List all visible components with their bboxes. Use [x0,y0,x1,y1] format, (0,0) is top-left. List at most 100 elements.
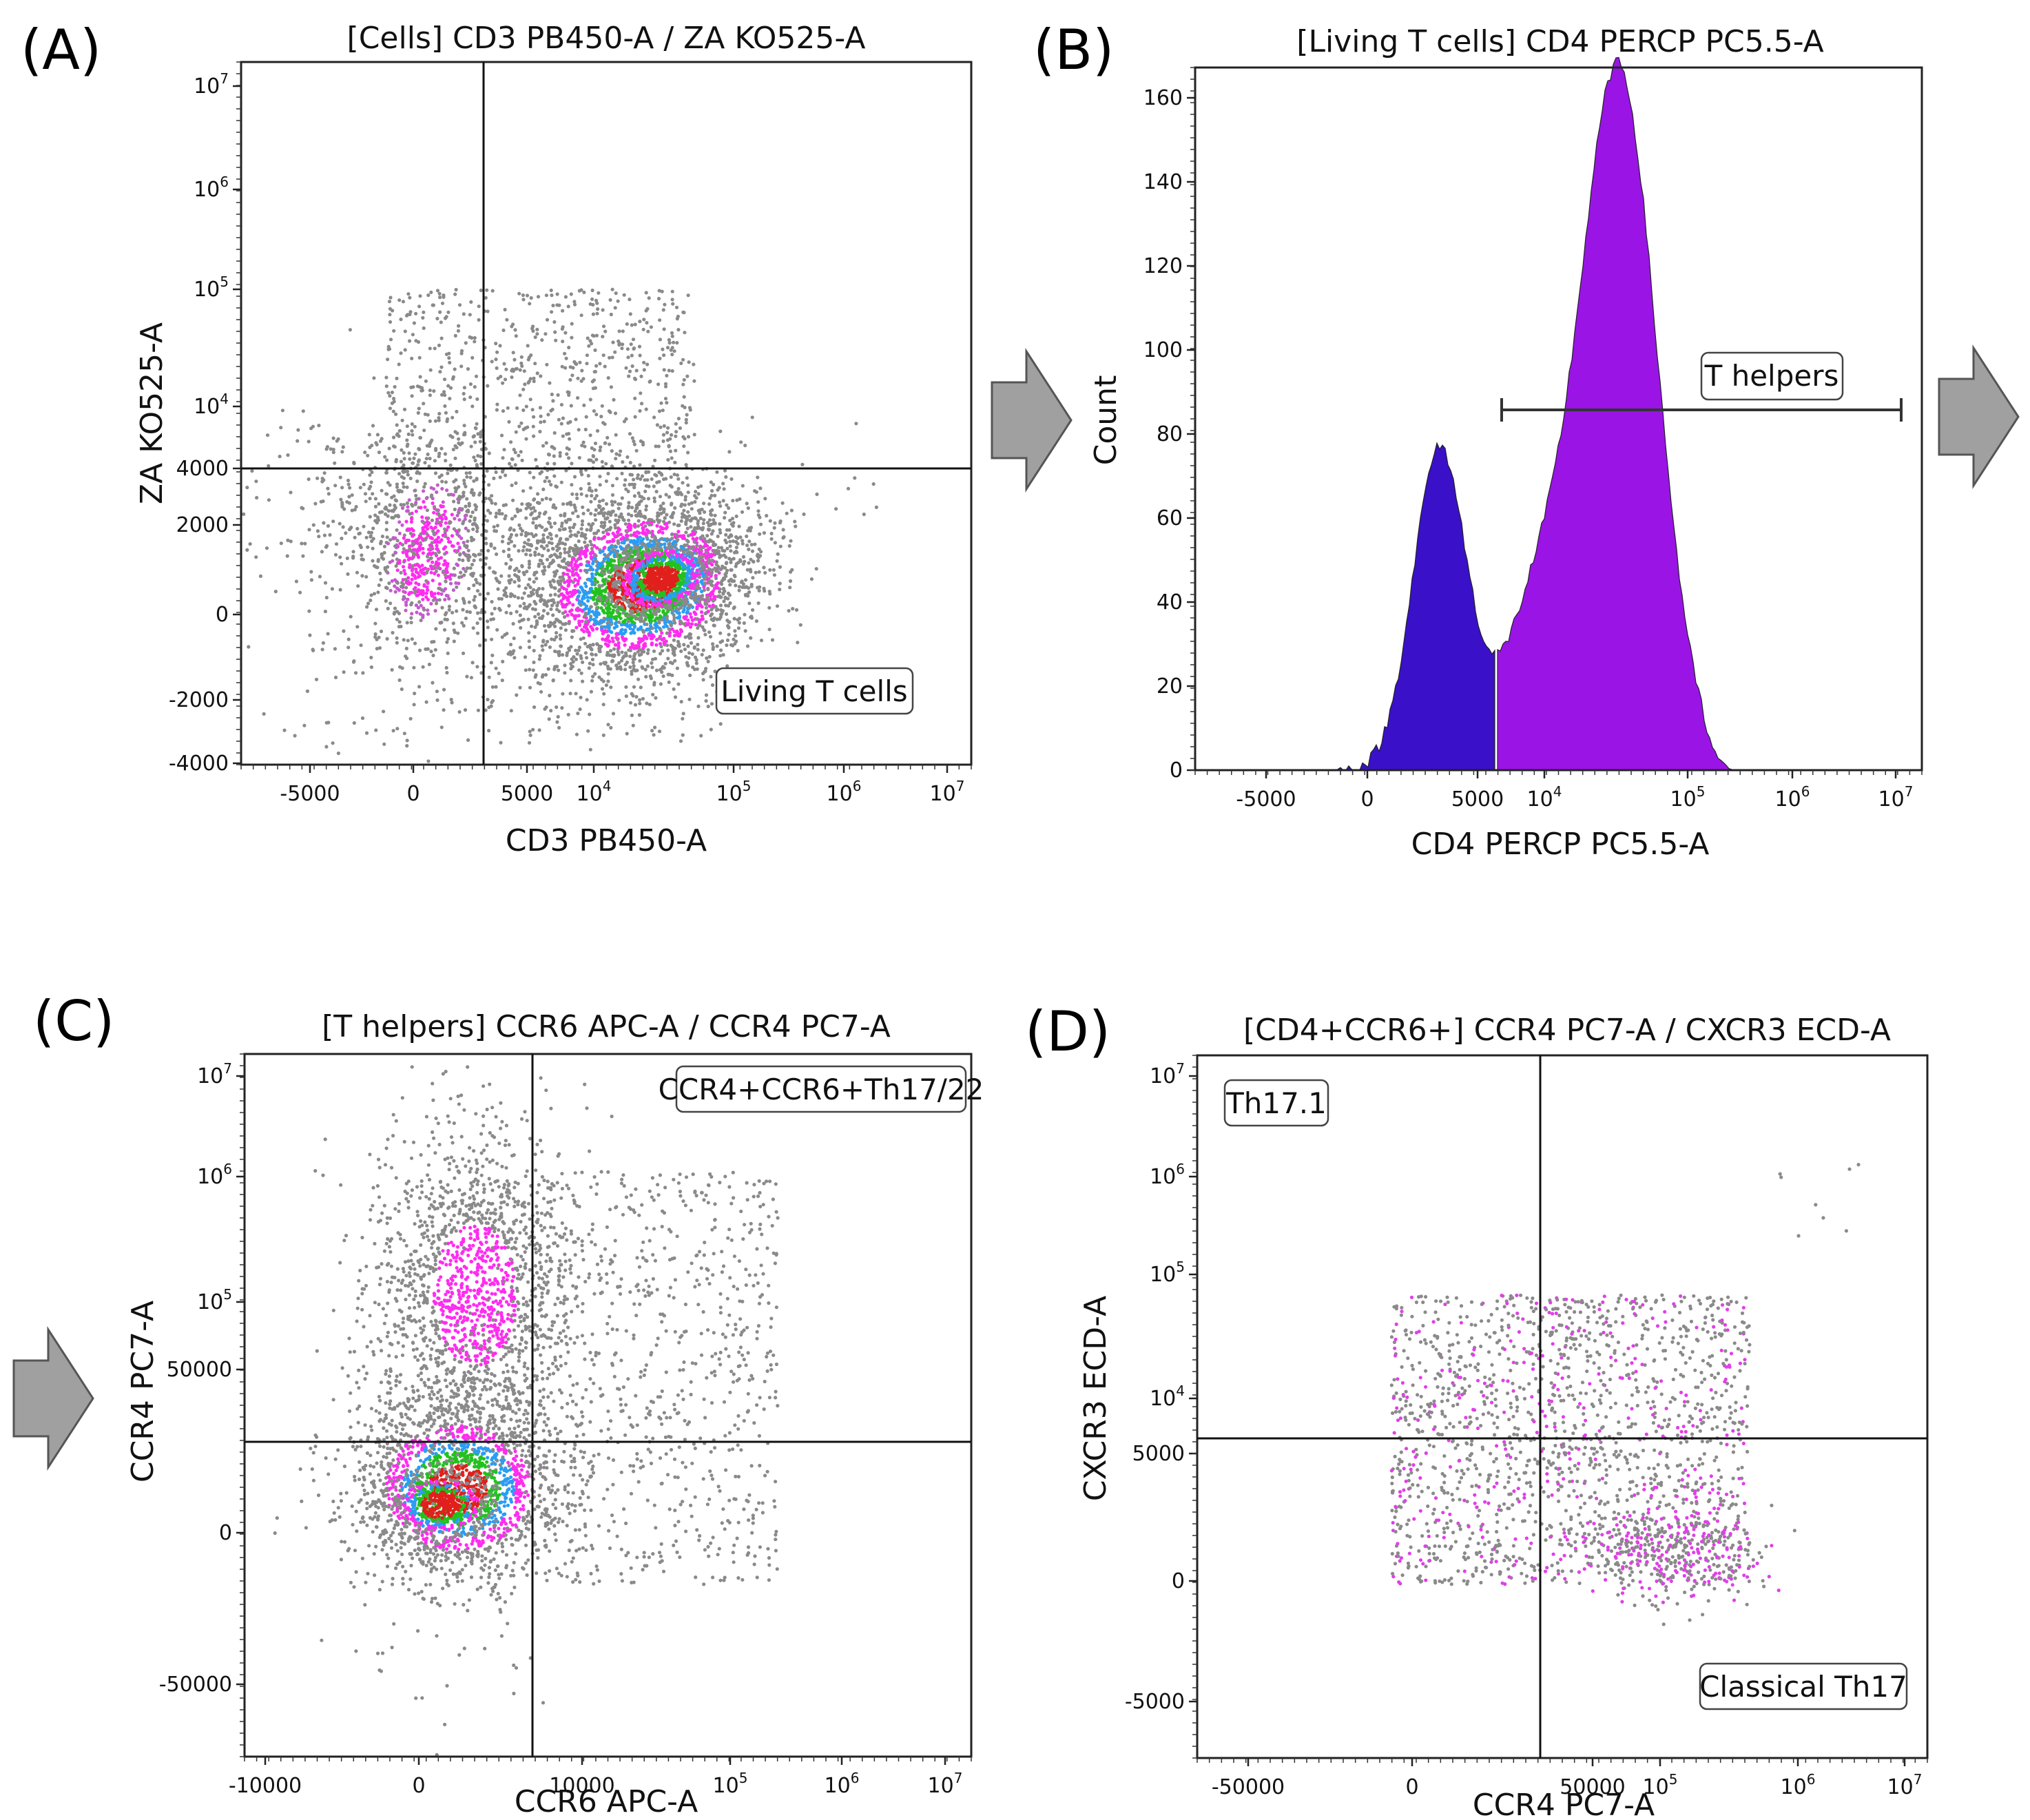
event-dot [392,329,396,333]
event-dot [497,597,501,601]
event-dot [531,521,535,525]
event-dot [740,539,745,543]
event-dot [775,559,779,563]
event-dot [450,534,455,538]
event-dot [495,524,500,528]
event-dot [369,593,373,597]
event-dot [622,654,626,659]
event-dot [598,504,602,508]
event-dot [531,506,536,510]
event-dot [439,320,443,324]
event-dot [485,469,489,473]
event-dot [371,559,375,563]
event-dot [408,457,412,461]
event-dot [442,390,446,394]
event-dot [657,289,661,293]
event-dot [706,704,710,709]
event-dot [470,661,475,665]
event-dot [466,548,470,552]
event-dot [431,579,435,583]
event-dot [526,381,530,385]
event-dot [639,391,643,395]
event-dot [584,546,589,550]
event-dot [724,603,728,608]
event-dot [468,335,472,339]
event-dot [524,586,528,590]
event-dot [665,431,670,435]
event-dot [439,473,444,477]
event-dot [605,650,610,655]
event-dot [403,329,407,333]
event-dot [437,512,441,516]
event-dot [457,303,462,307]
event-dot [455,513,459,517]
event-dot [552,586,557,590]
event-dot [627,501,631,505]
event-dot [307,528,311,532]
event-dot [435,289,440,293]
event-dot [429,552,433,557]
event-dot [800,462,805,466]
event-dot [603,661,608,665]
event-dot [633,509,637,513]
event-dot [659,644,663,649]
event-dot [566,517,570,521]
event-dot [590,288,594,293]
event-dot [309,426,313,431]
event-dot [507,603,511,608]
event-dot [555,555,559,559]
event-dot [640,665,644,669]
event-dot [667,634,672,638]
event-dot [472,583,476,588]
event-dot [495,350,499,354]
event-dot [695,537,699,541]
event-dot [472,521,476,526]
event-dot [468,610,473,614]
event-dot [770,638,775,642]
event-dot [683,503,687,507]
event-dot [574,625,579,630]
event-dot [677,611,681,615]
event-dot [503,307,507,312]
event-dot [389,601,393,606]
event-dot [584,626,588,630]
event-dot [388,394,392,398]
event-dot [497,508,501,513]
event-dot [548,381,552,385]
event-dot [653,623,657,627]
event-dot [672,473,676,477]
event-dot [681,358,685,362]
event-dot [579,546,584,550]
event-dot [566,568,570,572]
event-dot [682,378,686,382]
event-dot [442,378,447,382]
event-dot [442,569,446,573]
event-dot [704,693,709,697]
event-dot [539,690,543,694]
event-dot [528,470,532,475]
event-dot [457,534,462,538]
event-dot [521,408,526,413]
event-dot [455,409,459,414]
event-dot [664,612,668,616]
event-dot [587,666,591,670]
event-dot [574,648,578,652]
event-dot [682,643,686,647]
event-dot [535,371,539,375]
event-dot [579,379,583,383]
event-dot [609,725,613,730]
event-dot [710,508,714,513]
event-dot [611,712,616,716]
event-dot [443,316,448,320]
event-dot [533,625,537,630]
event-dot [729,534,734,538]
event-dot [462,424,466,428]
event-dot [710,608,714,612]
event-dot [711,642,715,646]
event-dot [597,675,601,679]
event-dot [628,473,632,477]
event-dot [610,503,614,507]
event-dot [568,692,572,696]
event-dot [446,493,451,497]
event-dot [659,401,663,405]
